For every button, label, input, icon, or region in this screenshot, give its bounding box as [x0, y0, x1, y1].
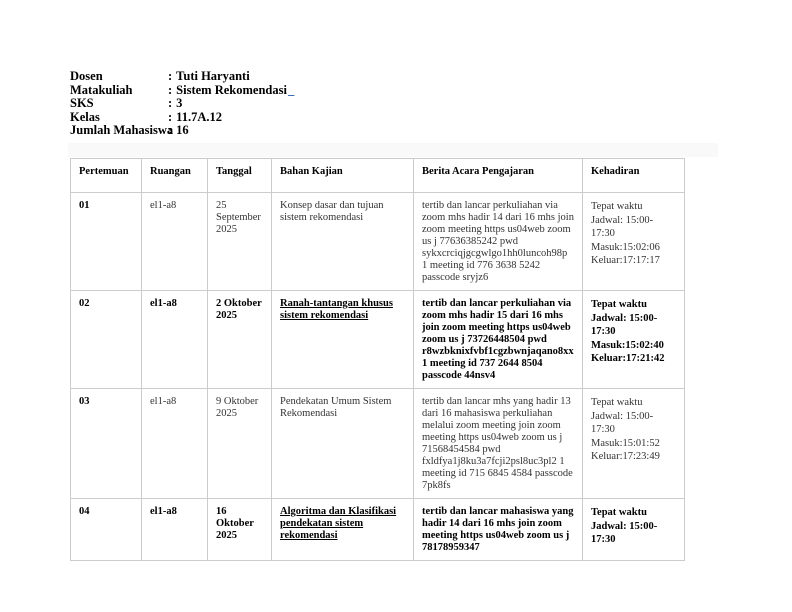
cell-kehadiran: Tepat waktu Jadwal: 15:00-17:30 Masuk:15… [582, 290, 685, 389]
meta-colon: : [168, 96, 173, 111]
cell-ruangan: el1-a8 [141, 290, 208, 389]
bahan-kajian-text: Ranah-tantangan khusus sistem rekomendas… [280, 298, 393, 321]
table-row-01: 01 el1-a8 25 September 2025 Konsep dasar… [70, 192, 685, 291]
cell-tanggal: 25 September 2025 [207, 192, 272, 291]
meta-value-kelas: 11.7A.12 [176, 109, 223, 124]
bahan-kajian-text: Algoritma dan Klasifikasi pendekatan sis… [280, 506, 397, 541]
col-header-berita-acara: Berita Acara Pengajaran [413, 158, 583, 193]
cell-pertemuan: 04 [70, 498, 142, 561]
meta-colon: : [168, 69, 173, 83]
kehadiran-masuk: Masuk:15:02:40 [591, 339, 664, 351]
cell-bahan-kajian: Algoritma dan Klasifikasi pendekatan sis… [271, 498, 414, 561]
meta-value-matakuliah: Sistem Rekomendasi [176, 82, 287, 97]
kehadiran-status: Tepat waktu [591, 507, 647, 518]
col-header-pertemuan: Pertemuan [70, 158, 142, 193]
cell-bahan-kajian: Pendekatan Umum Sistem Rekomendasi [271, 388, 414, 499]
kehadiran-masuk: Masuk:15:01:52 [591, 437, 660, 449]
col-header-bahan-kajian: Bahan Kajian [271, 158, 414, 193]
cell-berita-acara: tertib dan lancar mhs yang hadir 13 dari… [413, 388, 583, 499]
kehadiran-jadwal: Jadwal: 15:00-17:30 [591, 520, 658, 546]
bahan-kajian-text: Pendekatan Umum Sistem Rekomendasi [280, 396, 392, 419]
meta-label: Dosen [70, 69, 103, 83]
cell-kehadiran: Tepat waktu Jadwal: 15:00-17:30 Masuk:15… [582, 388, 685, 499]
meta-label: Jumlah Mahasiswa [70, 123, 174, 138]
meta-value-dosen: Tuti Haryanti [176, 69, 250, 83]
meta-colon: : [168, 109, 173, 124]
cell-bahan-kajian: Konsep dasar dan tujuan sistem rekomenda… [271, 192, 414, 291]
meta-row-dosen: Dosen: Tuti Haryanti [70, 69, 294, 84]
cell-berita-acara: tertib dan lancar perkuliahan via zoom m… [413, 192, 583, 291]
bahan-kajian-text: Konsep dasar dan tujuan sistem rekomenda… [280, 200, 384, 223]
col-header-kehadiran: Kehadiran [582, 158, 685, 193]
table-row-02: 02 el1-a8 2 Oktober 2025 Ranah-tantangan… [70, 290, 685, 389]
cell-pertemuan: 01 [70, 192, 142, 291]
cell-ruangan: el1-a8 [141, 388, 208, 499]
table-header-row: Pertemuan Ruangan Tanggal Bahan Kajian B… [70, 158, 685, 193]
table-row-03: 03 el1-a8 9 Oktober 2025 Pendekatan Umum… [70, 388, 685, 499]
highlight-band [68, 143, 718, 157]
cell-kehadiran: Tepat waktu Jadwal: 15:00-17:30 Masuk:15… [582, 192, 685, 291]
cell-bahan-kajian: Ranah-tantangan khusus sistem rekomendas… [271, 290, 414, 389]
meta-label: Matakuliah [70, 82, 133, 97]
cell-berita-acara: tertib dan lancar mahasiswa yang hadir 1… [413, 498, 583, 561]
link-underscore[interactable]: _ [287, 82, 295, 97]
meta-label: Kelas [70, 109, 100, 124]
meta-row-jumlah-mahasiswa: Jumlah Mahasiswa:16 [70, 124, 294, 138]
col-header-tanggal: Tanggal [207, 158, 272, 193]
kehadiran-masuk: Masuk:15:02:06 [591, 241, 660, 253]
cell-tanggal: 16 Oktober 2025 [207, 498, 272, 561]
cell-berita-acara: tertib dan lancar perkuliahan via zoom m… [413, 290, 583, 389]
berita-acara-table: Pertemuan Ruangan Tanggal Bahan Kajian B… [70, 158, 685, 561]
course-meta-block: Dosen: Tuti Haryanti Matakuliah: Sistem Re… [70, 69, 295, 138]
kehadiran-jadwal: Jadwal: 15:00-17:30 [591, 214, 654, 240]
cell-pertemuan: 03 [70, 388, 142, 499]
meta-colon: : [168, 123, 173, 138]
kehadiran-status: Tepat waktu [591, 201, 643, 212]
kehadiran-status: Tepat waktu [591, 397, 643, 408]
meta-value-sks: 3 [176, 96, 183, 111]
cell-tanggal: 2 Oktober 2025 [207, 290, 272, 389]
meta-row-kelas: Kelas:11.7A.12 [70, 109, 294, 125]
kehadiran-jadwal: Jadwal: 15:00-17:30 [591, 312, 658, 338]
cell-pertemuan: 02 [70, 290, 142, 389]
table-row-04: 04 el1-a8 16 Oktober 2025 Algoritma dan … [70, 498, 685, 561]
meta-row-matakuliah: Matakuliah: Sistem Rekomendasi _ [70, 82, 295, 98]
cell-kehadiran: Tepat waktu Jadwal: 15:00-17:30 [582, 498, 685, 561]
kehadiran-keluar: Keluar:17:23:49 [591, 451, 660, 462]
meta-value-jumlah-mahasiswa: 16 [176, 123, 189, 138]
meta-label: SKS [70, 96, 94, 111]
meta-colon: : [168, 82, 173, 97]
kehadiran-keluar: Keluar:17:21:42 [591, 353, 665, 364]
cell-ruangan: el1-a8 [141, 498, 208, 561]
cell-tanggal: 9 Oktober 2025 [207, 388, 272, 499]
cell-ruangan: el1-a8 [141, 192, 208, 291]
col-header-ruangan: Ruangan [141, 158, 208, 193]
kehadiran-keluar: Keluar:17:17:17 [591, 255, 660, 266]
meta-row-sks: SKS:3 [70, 97, 294, 111]
kehadiran-status: Tepat waktu [591, 299, 647, 310]
kehadiran-jadwal: Jadwal: 15:00-17:30 [591, 410, 654, 436]
